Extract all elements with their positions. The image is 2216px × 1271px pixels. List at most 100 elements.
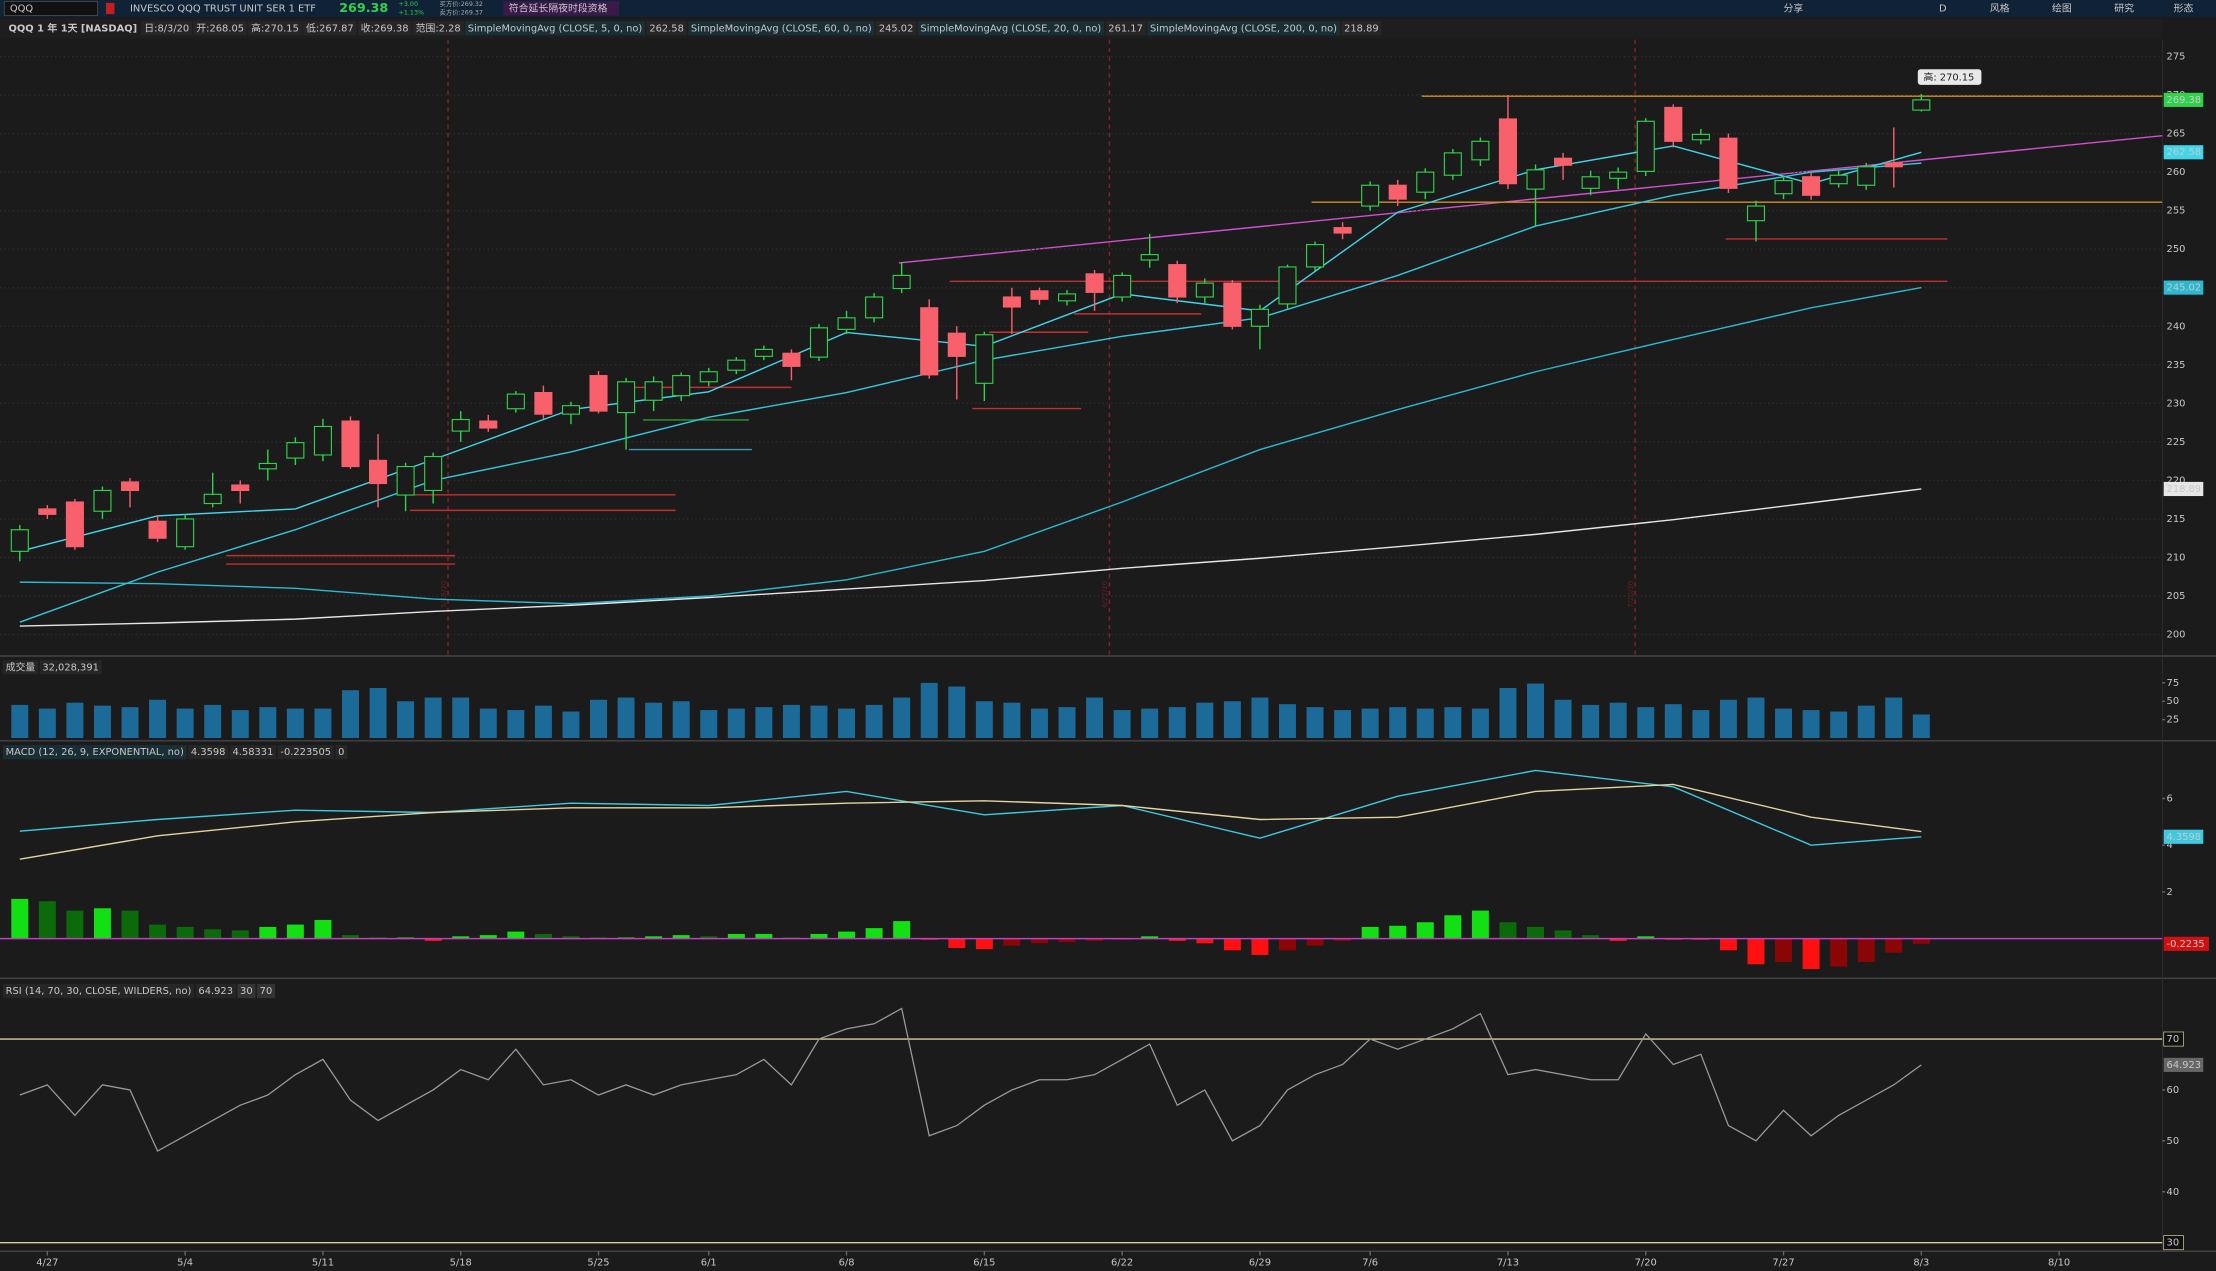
volume-bar — [1361, 708, 1379, 738]
candle-body — [203, 493, 222, 505]
x-tick-label: 5/18 — [450, 1258, 472, 1269]
volume-bar — [1003, 702, 1021, 738]
volume-bar — [1030, 708, 1048, 738]
volume-bar — [893, 697, 911, 738]
candle-body — [1609, 171, 1628, 179]
y-tick-label: 4 — [2167, 840, 2173, 851]
histogram-bar — [1527, 926, 1544, 939]
trend-line — [898, 135, 2163, 264]
candle-body — [1195, 282, 1214, 298]
volume-bar — [259, 707, 277, 738]
header-item-box — [357, 21, 412, 36]
volume-bar — [1857, 705, 1875, 738]
legend-name: SimpleMovingAvg (CLOSE, 5, 0, no) — [468, 23, 643, 34]
header-item: 收:269.38 — [361, 21, 409, 34]
hist-tag-box — [2163, 936, 2209, 951]
flag — [105, 2, 115, 15]
y-tick-label: 6 — [2167, 793, 2173, 804]
volume-bar — [1306, 707, 1324, 738]
badge[interactable]: 符合延长隔夜时段资格 — [509, 1, 608, 14]
histogram-bar — [865, 928, 883, 939]
histogram-bar — [479, 935, 497, 939]
y-tick-label: 210 — [2167, 552, 2186, 563]
header-item: 日:8/3/20 — [144, 23, 189, 34]
candle-body — [1305, 244, 1325, 268]
last-price: 269.38 — [339, 0, 388, 15]
candle-body — [782, 352, 801, 367]
y-tick-label: 50 — [2167, 1136, 2180, 1147]
panel-title: MACD (12, 26, 9, EXPONENTIAL, no) — [6, 747, 184, 758]
toolbar-button[interactable]: 分享 — [1784, 1, 1804, 14]
panel-value-box — [195, 984, 236, 999]
period-label: 7/20/20 — [1626, 580, 1635, 608]
candle-body — [920, 307, 939, 376]
histogram-bar — [1223, 938, 1241, 951]
histogram-bar — [700, 936, 718, 939]
toolbar-button[interactable]: 绘图 — [2052, 1, 2072, 14]
panel-title-box — [2, 660, 39, 675]
volume-bar — [397, 701, 415, 738]
legend-value: 262.58 — [649, 23, 684, 34]
histogram-bar — [1857, 938, 1875, 962]
ma-tag-box — [2163, 280, 2204, 295]
candle-body — [1113, 274, 1132, 298]
panel-value: 0 — [338, 747, 344, 758]
histogram-bar — [1775, 938, 1793, 962]
histogram-bar — [1196, 938, 1214, 944]
candle-body — [809, 327, 829, 358]
histogram-bar — [176, 926, 194, 939]
level-tag-box — [2163, 1031, 2184, 1047]
panel-value-box — [229, 745, 277, 760]
histogram-bar — [1499, 922, 1517, 939]
volume-bar — [1334, 710, 1352, 738]
panel-value-box — [256, 984, 276, 999]
toolbar-button[interactable]: 形态 — [2174, 1, 2194, 14]
y-tick-label: 60 — [2167, 1085, 2180, 1096]
volume-bar — [1582, 704, 1600, 738]
rsi-line — [19, 1007, 1922, 1152]
price-tag: 269.38 — [2167, 95, 2202, 106]
panel-value-box — [237, 984, 256, 999]
candle-body — [38, 508, 57, 515]
volume-bar — [176, 708, 194, 738]
x-tick-label: 5/25 — [587, 1258, 609, 1269]
symbol-box[interactable] — [3, 1, 98, 16]
candle-body — [120, 481, 140, 491]
panel-value: 30 — [240, 986, 253, 997]
volume-bar — [1609, 702, 1627, 738]
panel-value: 4.3598 — [191, 747, 226, 758]
legend-name-box — [688, 21, 875, 36]
volume-bar — [975, 701, 993, 738]
volume-bar — [314, 708, 332, 738]
candle-body — [754, 348, 773, 357]
panel-title: 成交量 — [6, 660, 36, 673]
y-tick-label: 205 — [2167, 591, 2186, 602]
histogram-bar — [975, 938, 993, 950]
y-tick-label: 200 — [2167, 630, 2186, 641]
candle-body — [1471, 140, 1490, 161]
histogram-bar — [838, 931, 856, 939]
histogram-bar — [1912, 938, 1930, 944]
candle-body — [727, 359, 746, 371]
volume-bar — [1471, 708, 1489, 738]
x-tick-label: 7/20 — [1635, 1258, 1657, 1269]
symbol[interactable]: QQQ — [10, 3, 34, 14]
toolbar-button[interactable]: 风格 — [1990, 1, 2010, 14]
histogram-bar — [1554, 930, 1572, 939]
panel-title-box — [2, 745, 187, 760]
y-tick-label: 220 — [2167, 475, 2186, 486]
y-tick-label: 235 — [2167, 360, 2186, 371]
volume-bar — [948, 686, 966, 738]
histogram-bar — [1802, 938, 1820, 969]
ma-tag-box — [2163, 145, 2204, 160]
header-item-box — [412, 21, 464, 36]
toolbar-button[interactable]: D — [1939, 3, 1947, 14]
x-tick-label: 5/11 — [312, 1258, 334, 1269]
toolbar-button[interactable]: 研究 — [2114, 1, 2134, 14]
x-tick-label: 8/10 — [2048, 1258, 2070, 1269]
volume-bar — [149, 699, 167, 738]
candle-body — [1746, 205, 1766, 222]
x-tick-label: 6/29 — [1249, 1258, 1271, 1269]
volume-bar — [121, 707, 139, 738]
histogram-bar — [672, 935, 690, 939]
